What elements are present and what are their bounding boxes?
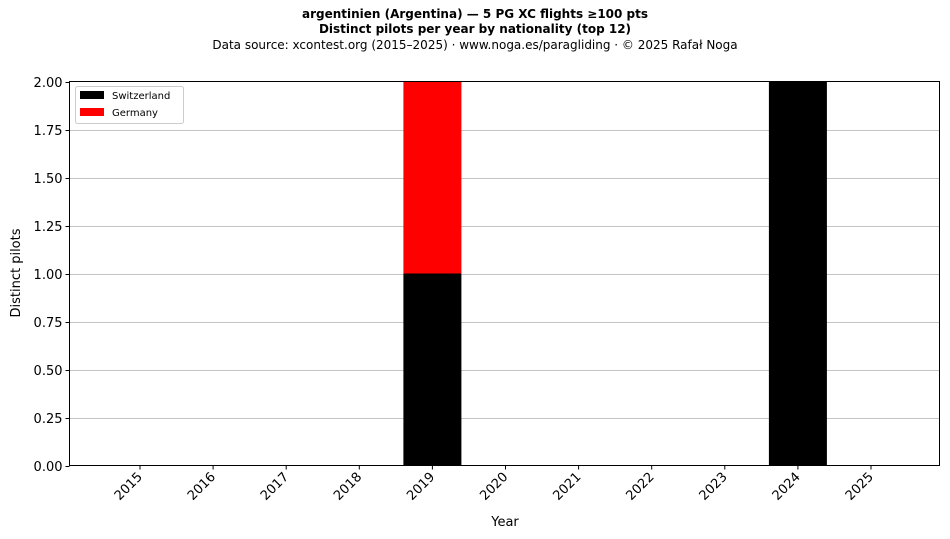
chart-subtitle-bold: Distinct pilots per year by nationality … [318, 22, 632, 36]
bar-switzerland-2024 [768, 81, 827, 466]
bars-group [403, 81, 827, 466]
y-tick-label: 1.50 [34, 172, 63, 187]
chart-source-line: Data source: xcontest.org (2015–2025) · … [212, 38, 738, 52]
x-tick-label: 2019 [404, 470, 438, 504]
legend-label-switzerland: Switzerland [112, 91, 170, 102]
legend-swatch-switzerland [80, 91, 104, 99]
x-tick-label: 2018 [331, 470, 365, 504]
y-tick-label: 0.25 [34, 412, 63, 427]
y-tick-label: 0.75 [34, 316, 63, 331]
x-tick-label: 2021 [550, 470, 584, 504]
x-tick-label: 2023 [697, 470, 731, 504]
legend-swatch-germany [80, 108, 104, 116]
x-tick-label: 2025 [843, 470, 877, 504]
legend: Switzerland Germany [75, 86, 184, 124]
x-tick-label: 2017 [258, 470, 292, 504]
y-tick-label: 0.50 [34, 364, 63, 379]
chart-title: argentinien (Argentina) — 5 PG XC flight… [301, 7, 649, 21]
legend-label-germany: Germany [112, 108, 158, 119]
y-tick-label: 1.00 [34, 268, 63, 283]
y-tick-label: 1.75 [34, 124, 63, 139]
plot-frame [69, 81, 940, 466]
bar-germany-2019 [403, 81, 462, 274]
x-tick-label: 2015 [112, 470, 146, 504]
chart-title-block: argentinien (Argentina) — 5 PG XC flight… [0, 7, 950, 53]
y-tick-label: 0.00 [34, 460, 63, 475]
y-tick-label: 2.00 [34, 76, 63, 91]
y-tick-label: 1.25 [34, 220, 63, 235]
x-tick-label: 2016 [185, 470, 219, 504]
x-axis-label: Year [490, 515, 519, 530]
y-axis: 0.00 0.25 0.50 0.75 1.00 1.25 1.50 1.75 2.00 [34, 76, 70, 475]
x-tick-label: 2024 [770, 470, 804, 504]
x-tick-label: 2020 [477, 470, 511, 504]
x-axis: 2015 2016 2017 2018 2019 2020 2021 2022 2023 2024… [112, 465, 877, 504]
x-tick-label: 2022 [624, 470, 658, 504]
y-axis-label: Distinct pilots [9, 228, 24, 317]
bar-switzerland-2019 [403, 273, 462, 466]
